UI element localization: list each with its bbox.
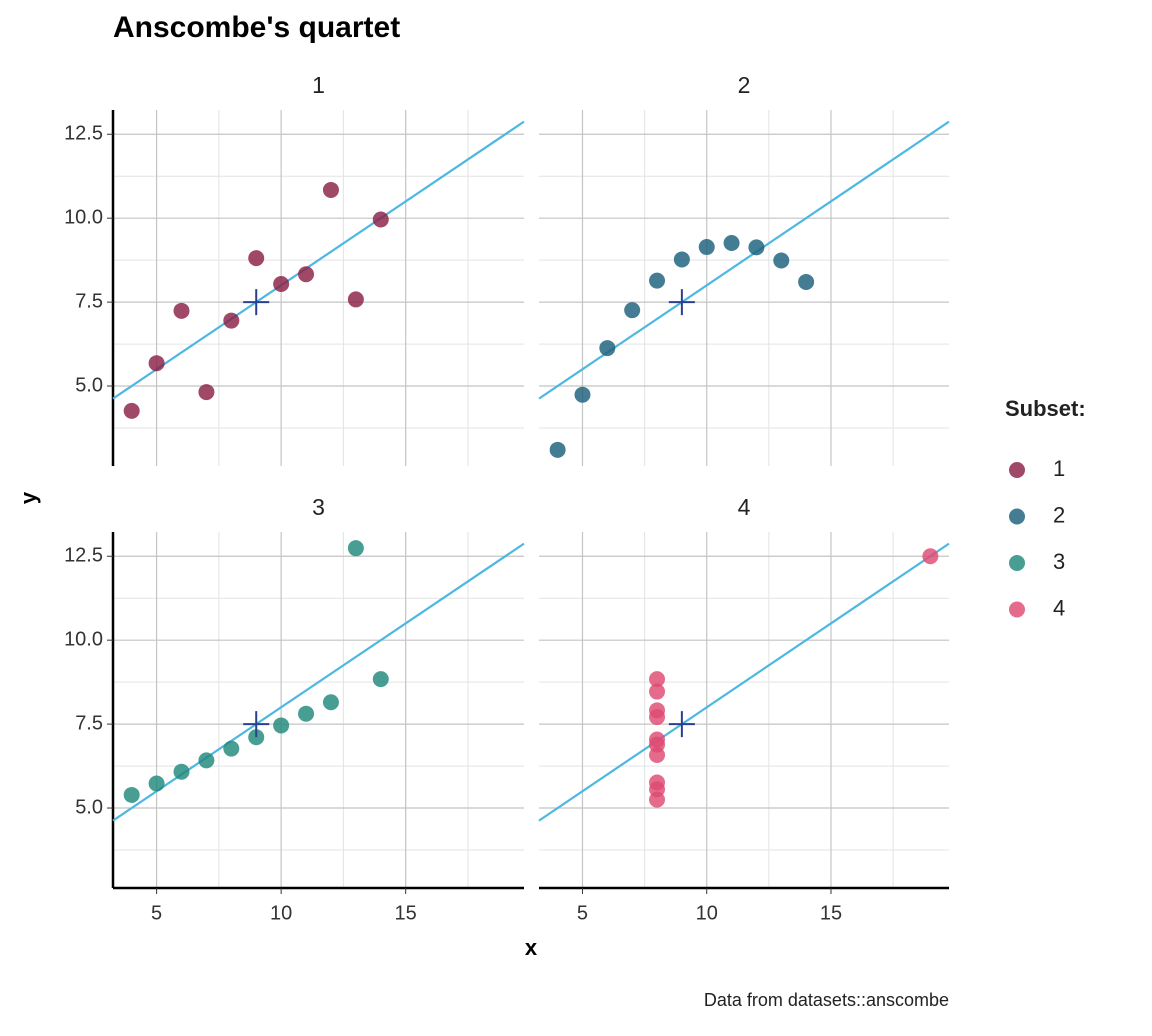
point bbox=[273, 717, 290, 734]
point bbox=[922, 548, 939, 565]
point bbox=[649, 671, 666, 688]
point bbox=[273, 275, 290, 292]
point bbox=[173, 302, 190, 319]
y-tick-label: 12.5 bbox=[64, 123, 103, 145]
x-tick-label: 15 bbox=[820, 902, 842, 924]
point bbox=[322, 181, 339, 198]
point bbox=[322, 694, 339, 711]
legend-label: 1 bbox=[1053, 456, 1065, 481]
point bbox=[698, 239, 715, 256]
facet-label: 1 bbox=[312, 72, 325, 98]
legend-swatch bbox=[1009, 555, 1025, 571]
point bbox=[599, 340, 616, 357]
y-tick-label: 10.0 bbox=[64, 206, 103, 228]
legend-label: 3 bbox=[1053, 549, 1065, 574]
caption: Data from datasets::anscombe bbox=[704, 990, 949, 1010]
y-tick-label: 5.0 bbox=[75, 796, 103, 818]
point bbox=[298, 705, 315, 722]
point bbox=[549, 441, 566, 458]
x-tick-label: 10 bbox=[696, 902, 718, 924]
point bbox=[123, 402, 140, 419]
point bbox=[649, 702, 666, 719]
point bbox=[148, 775, 165, 792]
mean-marker bbox=[668, 289, 695, 316]
legend-swatch bbox=[1009, 508, 1025, 525]
y-tick-label: 5.0 bbox=[75, 374, 103, 396]
point bbox=[673, 251, 690, 268]
point bbox=[123, 786, 140, 803]
x-tick-label: 10 bbox=[270, 902, 292, 924]
point bbox=[198, 752, 215, 769]
y-axis-label: y bbox=[16, 491, 41, 504]
y-tick-label: 7.5 bbox=[75, 290, 103, 312]
mean-marker bbox=[668, 711, 695, 738]
facet-label: 2 bbox=[738, 72, 751, 98]
point bbox=[372, 671, 389, 688]
y-tick-label: 10.0 bbox=[64, 628, 103, 650]
point bbox=[649, 736, 666, 753]
x-axis-label: x bbox=[525, 935, 538, 960]
facet-label: 4 bbox=[738, 494, 751, 520]
point bbox=[624, 302, 641, 319]
point bbox=[223, 312, 240, 329]
point bbox=[347, 540, 364, 557]
legend-label: 4 bbox=[1053, 595, 1065, 620]
point bbox=[198, 384, 215, 401]
point bbox=[173, 763, 190, 780]
point bbox=[723, 235, 740, 252]
y-tick-label: 7.5 bbox=[75, 712, 103, 734]
point bbox=[372, 211, 389, 228]
point bbox=[798, 273, 815, 290]
x-tick-label: 5 bbox=[577, 902, 588, 924]
x-tick-label: 15 bbox=[395, 902, 417, 924]
mean-marker bbox=[243, 711, 270, 738]
mean-marker bbox=[243, 289, 270, 316]
point bbox=[748, 239, 765, 256]
point bbox=[649, 272, 666, 289]
point bbox=[649, 781, 666, 798]
point bbox=[773, 252, 790, 269]
point bbox=[574, 386, 591, 403]
legend-label: 2 bbox=[1053, 502, 1065, 527]
fit-line bbox=[538, 542, 950, 822]
point bbox=[347, 291, 364, 308]
x-tick-label: 5 bbox=[151, 902, 162, 924]
fit-line bbox=[112, 120, 525, 400]
chart-title: Anscombe's quartet bbox=[113, 11, 400, 44]
facet-label: 3 bbox=[312, 494, 325, 520]
legend-title: Subset: bbox=[1005, 396, 1086, 421]
legend-swatch bbox=[1009, 601, 1025, 618]
point bbox=[248, 250, 265, 267]
point bbox=[148, 355, 165, 372]
legend-swatch bbox=[1009, 462, 1025, 478]
point bbox=[298, 266, 315, 283]
y-tick-label: 12.5 bbox=[64, 545, 103, 567]
point bbox=[649, 683, 666, 700]
point bbox=[248, 729, 265, 746]
point bbox=[223, 740, 240, 757]
